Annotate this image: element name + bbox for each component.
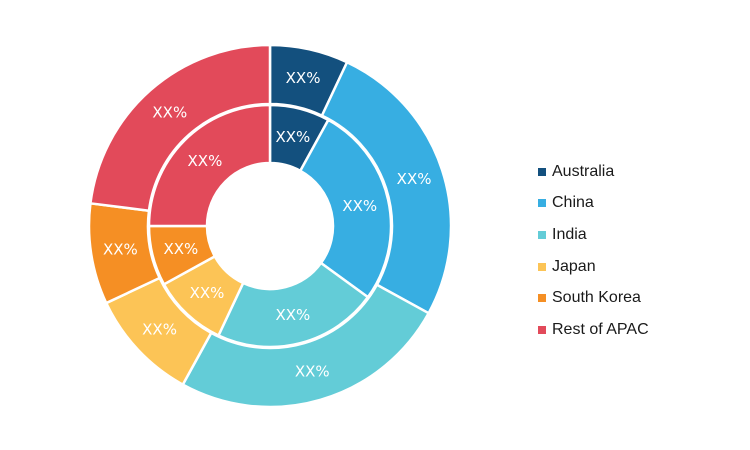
- legend-label: Japan: [552, 257, 596, 275]
- legend-item-south-korea: South Korea: [538, 282, 649, 314]
- legend-item-japan: Japan: [538, 251, 649, 283]
- legend-item-rest-of-apac: Rest of APAC: [538, 314, 649, 346]
- inner-slice-india: [216, 261, 370, 349]
- inner-slice-china: [298, 118, 393, 299]
- outer-label-south-korea: XX%: [103, 241, 138, 259]
- legend-swatch: [538, 262, 546, 271]
- legend-swatch: [538, 230, 546, 239]
- legend-label: Rest of APAC: [552, 320, 649, 338]
- inner-label-japan: XX%: [190, 284, 225, 302]
- legend-label: Australia: [552, 162, 615, 180]
- legend-swatch: [538, 167, 546, 176]
- outer-label-rest-of-apac: XX%: [152, 103, 187, 121]
- legend-label: South Korea: [552, 289, 641, 307]
- legend-swatch: [538, 325, 546, 334]
- inner-label-south-korea: XX%: [163, 240, 198, 258]
- inner-label-china: XX%: [342, 197, 377, 215]
- slice-labels: XX% XX% XX% XX% XX% XX% XX% XX% XX% XX% XX% XX%: [103, 69, 432, 380]
- legend-item-australia: Australia: [538, 156, 649, 188]
- legend-label: China: [552, 194, 594, 212]
- legend-swatch: [538, 199, 546, 208]
- inner-ring: [147, 103, 393, 349]
- legend-item-india: India: [538, 219, 649, 251]
- outer-label-china: XX%: [397, 170, 432, 188]
- inner-slice-rest-of-apac: [147, 103, 272, 228]
- legend: Australia China India Japan South Korea …: [538, 156, 649, 346]
- legend-item-china: China: [538, 188, 649, 220]
- outer-ring: [87, 43, 453, 409]
- outer-label-japan: XX%: [142, 321, 177, 339]
- inner-label-australia: XX%: [275, 128, 310, 146]
- legend-label: India: [552, 225, 587, 243]
- outer-label-australia: XX%: [286, 69, 321, 87]
- outer-label-india: XX%: [295, 362, 330, 380]
- legend-swatch: [538, 294, 546, 303]
- inner-label-india: XX%: [275, 306, 310, 324]
- inner-label-rest-of-apac: XX%: [188, 152, 223, 170]
